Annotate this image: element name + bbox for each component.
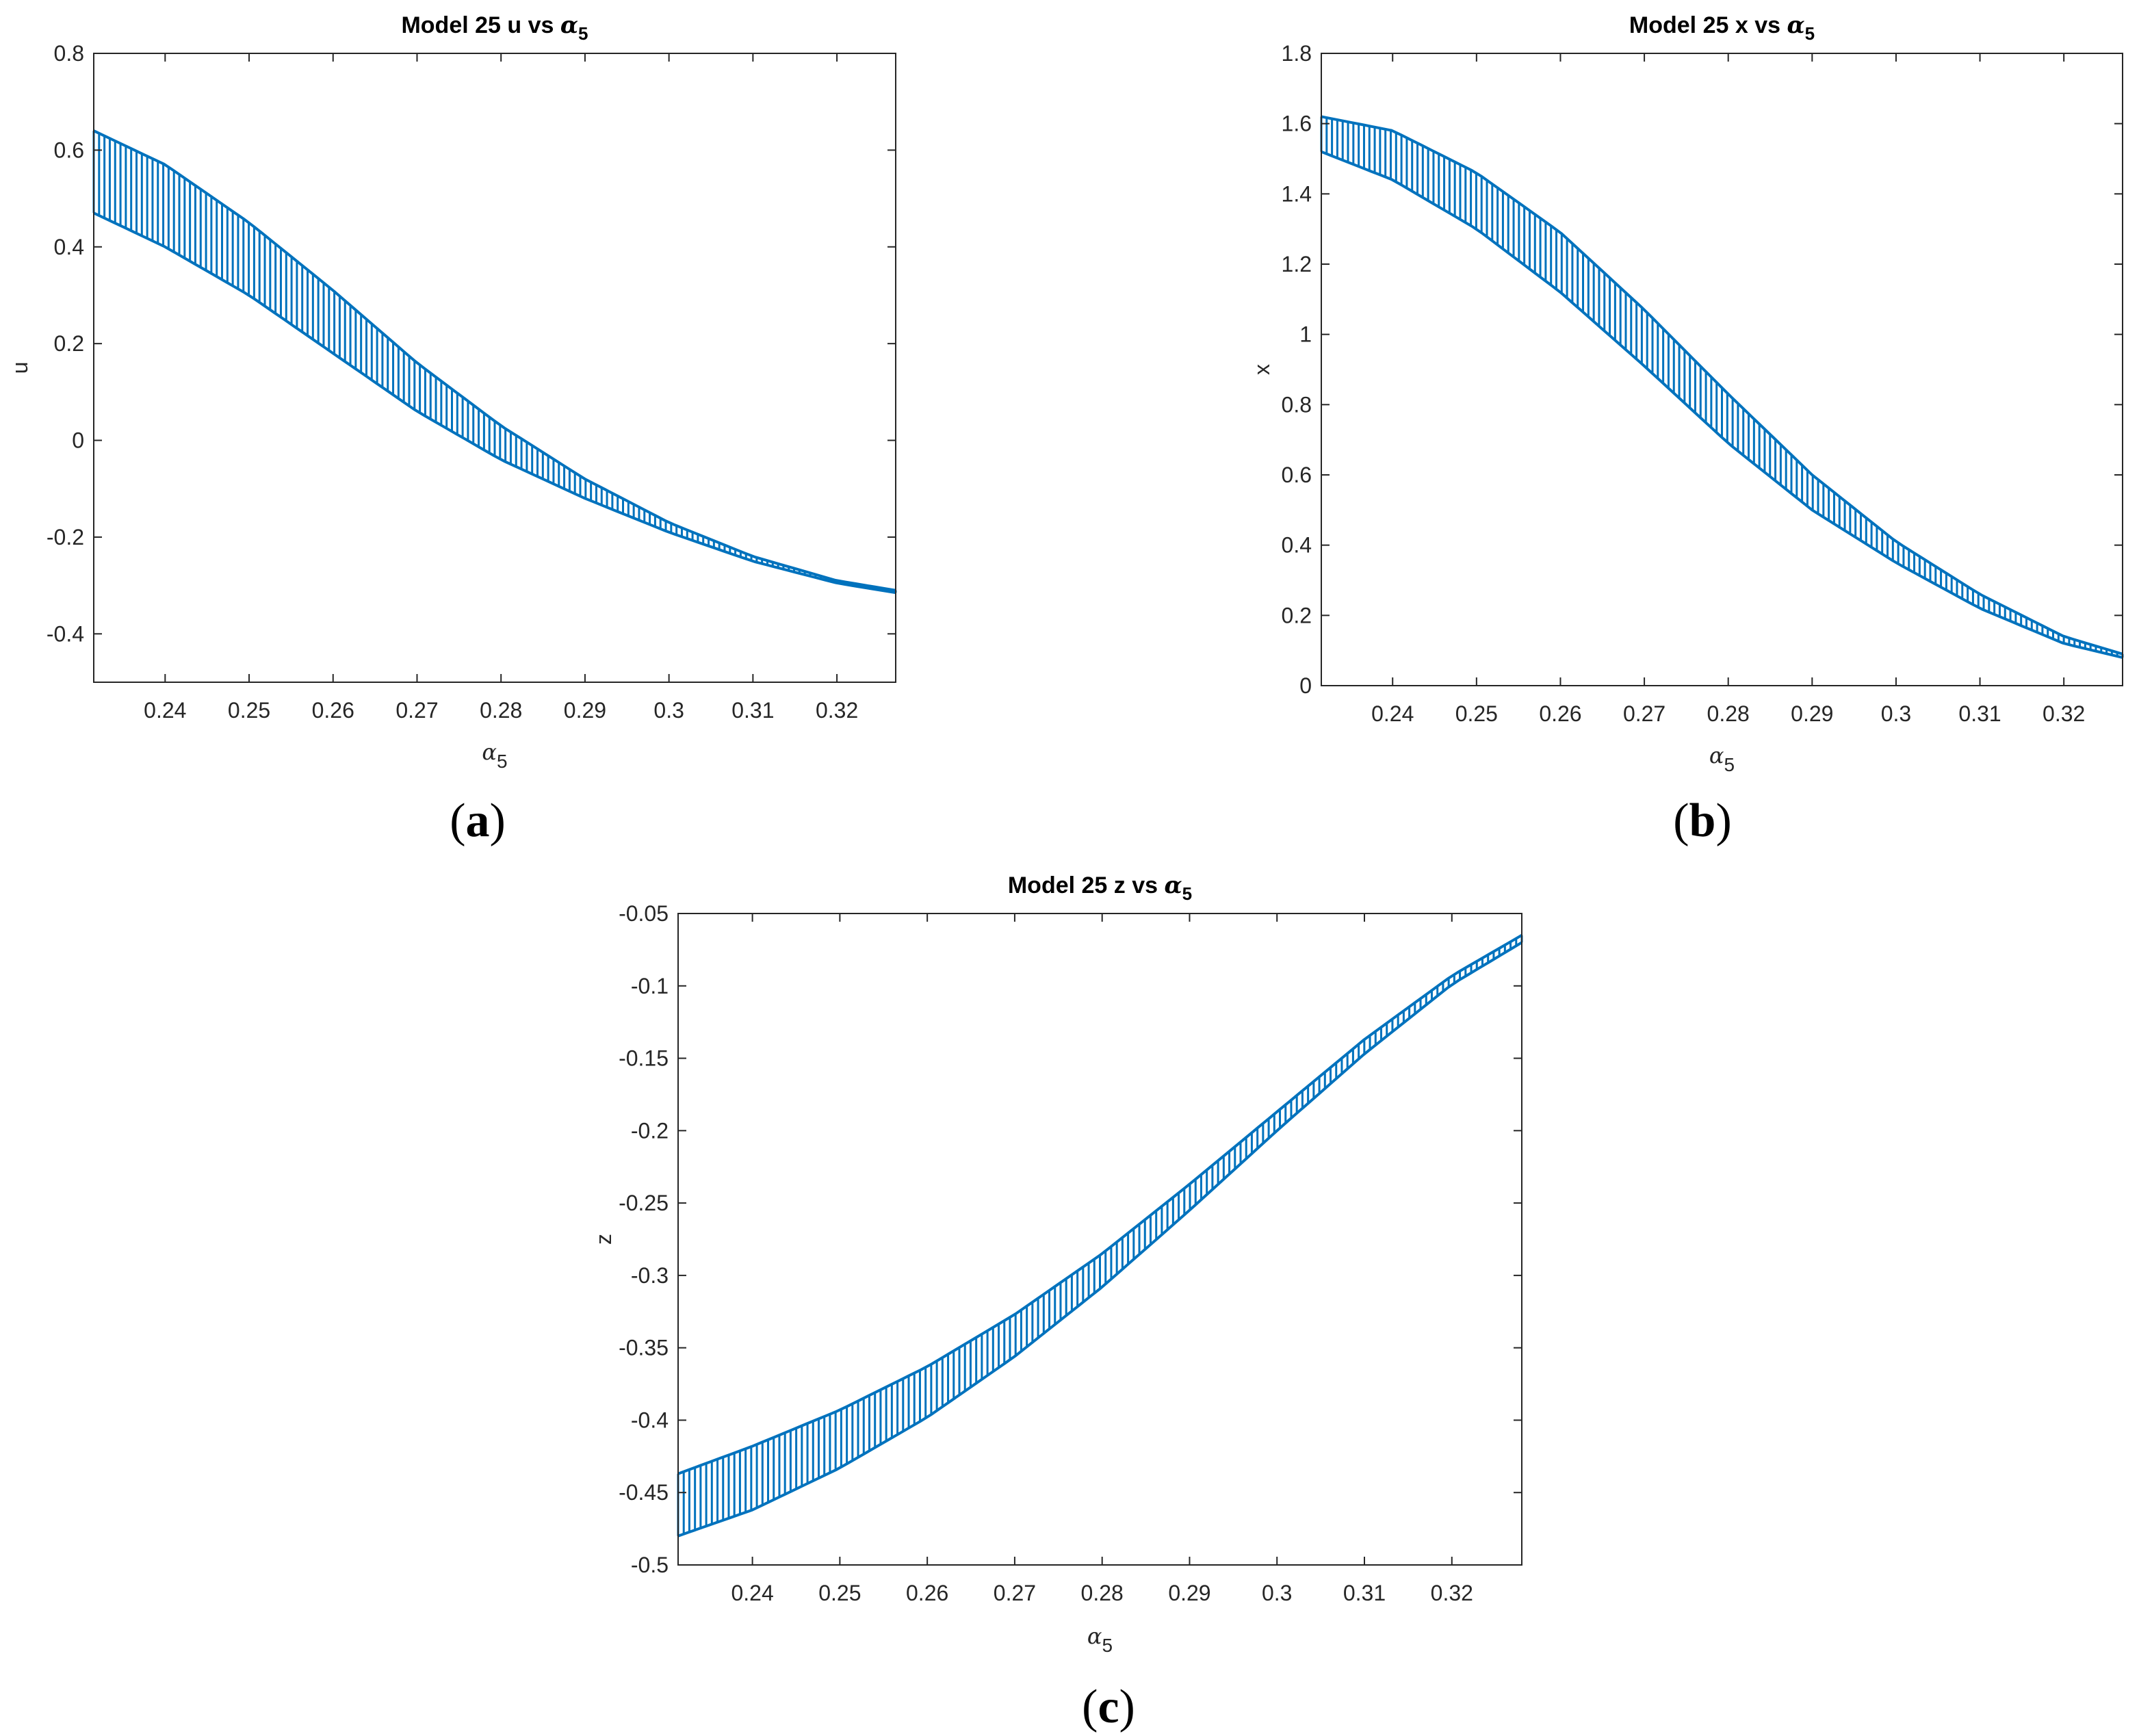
- chart-c-xtick-label: 0.32: [1431, 1581, 1473, 1605]
- chart-b-ytick-label: 1.6: [1282, 112, 1312, 136]
- chart-c-ytick-label: -0.3: [631, 1263, 669, 1288]
- chart-c-ytick-label: -0.35: [619, 1336, 669, 1360]
- chart-a-ytick-label: 0.4: [54, 235, 84, 259]
- chart-c-ytick-label: -0.15: [619, 1046, 669, 1071]
- chart-c-ytick-label: -0.5: [631, 1553, 669, 1577]
- chart-a-xtick-label: 0.24: [144, 698, 186, 723]
- chart-a-ytick-label: -0.4: [47, 621, 84, 646]
- chart-b-ytick-label: 1.4: [1282, 181, 1312, 206]
- chart-a-ytick-label: -0.2: [47, 525, 84, 549]
- chart-c-series-band: [677, 935, 1523, 1536]
- chart-c-xtick-label: 0.24: [731, 1581, 773, 1605]
- chart-c-ytick-label: -0.05: [619, 901, 669, 926]
- chart-b-series-upper: [1321, 115, 2123, 656]
- chart-a-axes-box: [93, 53, 896, 683]
- chart-c-xtick-label: 0.28: [1081, 1581, 1124, 1605]
- chart-b-ytick-label: 0.2: [1282, 603, 1312, 627]
- chart-b-xtick-label: 0.27: [1623, 701, 1665, 726]
- chart-a-xtick-label: 0.28: [480, 698, 522, 723]
- chart-b-xtick-label: 0.31: [1958, 701, 2001, 726]
- chart-panel-a: Model 25 u vs α5 0.24 0.25 0.26 0.27 0.28 0.29…: [0, 0, 1070, 855]
- chart-b-xtick-label: 0.28: [1707, 701, 1750, 726]
- chart-c-ytick-label: -0.25: [619, 1191, 669, 1215]
- chart-a-title: Model 25 u vs α5: [401, 12, 588, 44]
- chart-a-svg: Model 25 u vs α5 0.24 0.25 0.26 0.27 0.28 0.29…: [8, 12, 897, 847]
- chart-b-series-band: [1320, 116, 2124, 658]
- chart-b-xtick-label: 0.3: [1881, 701, 1911, 726]
- chart-b-ytick-label: 1.8: [1282, 41, 1312, 66]
- chart-a-ylabel: u: [8, 362, 32, 374]
- chart-b-xtick-label: 0.26: [1539, 701, 1581, 726]
- chart-c-ytick-label: -0.45: [619, 1480, 669, 1505]
- chart-c-ytick-label: -0.1: [631, 974, 669, 998]
- chart-b-xlabel: α5: [1709, 742, 1735, 775]
- chart-panel-c: Model 25 z vs α5 0.24 0.25 0.26 0.27 0.28 0.29…: [588, 859, 1560, 1736]
- chart-a-xtick-label: 0.25: [228, 698, 270, 723]
- chart-b-xtick-label: 0.25: [1455, 701, 1498, 726]
- chart-c-xtick-label: 0.29: [1168, 1581, 1210, 1605]
- chart-c-title: Model 25 z vs α5: [1008, 872, 1192, 904]
- chart-b-xtick-label: 0.24: [1371, 701, 1414, 726]
- chart-a-ytick-label: 0: [72, 428, 84, 453]
- chart-b-xtick-label: 0.32: [2043, 701, 2085, 726]
- chart-c-svg: Model 25 z vs α5 0.24 0.25 0.26 0.27 0.28 0.29…: [591, 872, 1523, 1733]
- chart-a-ytick-label: 0.2: [54, 331, 84, 356]
- chart-b-ytick-label: 0: [1299, 673, 1312, 698]
- chart-b-ytick-label: 1.2: [1282, 252, 1312, 276]
- chart-a-xlabel: α5: [482, 739, 507, 772]
- chart-a-xtick-label: 0.3: [653, 698, 684, 723]
- chart-a-series-upper: [93, 129, 896, 592]
- chart-c-ylabel: z: [591, 1234, 616, 1245]
- chart-b-ylabel: x: [1249, 364, 1274, 375]
- chart-b-svg: Model 25 x vs α5 0.24 0.25 0.26 0.27 0.28 0.29…: [1249, 12, 2124, 847]
- chart-c-ytick-label: -0.4: [631, 1408, 669, 1432]
- chart-c-xtick-label: 0.31: [1343, 1581, 1386, 1605]
- chart-c-panel-label: (c): [1082, 1681, 1135, 1733]
- chart-c-xtick-label: 0.3: [1262, 1581, 1292, 1605]
- chart-c-series-upper: [677, 933, 1523, 1475]
- chart-b-ytick-label: 0.6: [1282, 463, 1312, 487]
- chart-a-xtick-label: 0.32: [816, 698, 858, 723]
- chart-c-xlabel: α5: [1087, 1623, 1113, 1656]
- chart-b-ytick-label: 1: [1299, 322, 1312, 347]
- chart-a-xtick-label: 0.26: [312, 698, 354, 723]
- chart-c-axes-box: [677, 913, 1522, 1566]
- chart-b-panel-label: (b): [1673, 794, 1732, 847]
- chart-c-series-lower: [677, 941, 1523, 1538]
- chart-b-xtick-label: 0.29: [1791, 701, 1833, 726]
- chart-b-axes-box: [1321, 53, 2123, 686]
- chart-a-ytick-label: 0.6: [54, 138, 84, 162]
- chart-c-ytick-label: -0.2: [631, 1118, 669, 1143]
- chart-panel-b: Model 25 x vs α5 0.24 0.25 0.26 0.27 0.28 0.29…: [1070, 0, 2139, 855]
- chart-b-ytick-label: 0.8: [1282, 392, 1312, 417]
- chart-a-series-lower: [93, 211, 896, 595]
- chart-a-panel-label: (a): [450, 794, 506, 847]
- chart-c-xtick-label: 0.27: [994, 1581, 1036, 1605]
- chart-a-ytick-label: 0.8: [54, 41, 84, 66]
- chart-a-xtick-label: 0.31: [731, 698, 774, 723]
- chart-b-title: Model 25 x vs α5: [1629, 12, 1815, 44]
- chart-c-xtick-label: 0.25: [818, 1581, 861, 1605]
- chart-b-series-lower: [1321, 150, 2123, 659]
- chart-a-xtick-label: 0.29: [564, 698, 606, 723]
- chart-a-xtick-label: 0.27: [396, 698, 438, 723]
- chart-c-xtick-label: 0.26: [906, 1581, 948, 1605]
- chart-b-ytick-label: 0.4: [1282, 533, 1312, 558]
